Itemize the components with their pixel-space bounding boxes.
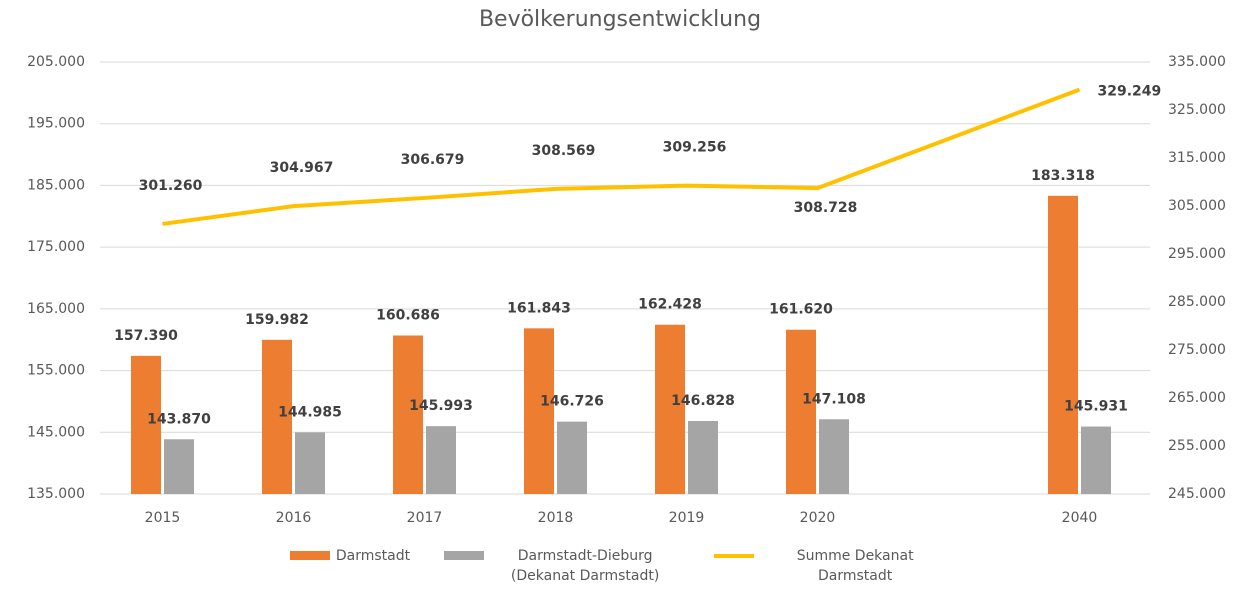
value-label: 146.828 bbox=[671, 393, 735, 409]
y2-tick-label: 245.000 bbox=[1168, 486, 1226, 502]
y2-tick-label: 325.000 bbox=[1168, 102, 1226, 118]
legend-swatch bbox=[714, 554, 755, 558]
chart-title: Bevölkerungsentwicklung bbox=[479, 7, 761, 32]
y-tick-label: 195.000 bbox=[27, 116, 85, 132]
value-label: 145.931 bbox=[1064, 399, 1128, 415]
line-value-label: 306.679 bbox=[401, 152, 465, 168]
bar bbox=[164, 439, 194, 494]
bar bbox=[295, 432, 325, 494]
value-label: 144.985 bbox=[278, 404, 342, 420]
line-value-label: 308.569 bbox=[532, 143, 596, 159]
x-tick-label: 2015 bbox=[145, 510, 181, 526]
legend: Darmstadt Darmstadt-Dieburg (Dekanat Darm… bbox=[0, 546, 1240, 586]
y-tick-label: 205.000 bbox=[27, 54, 85, 70]
value-label: 157.390 bbox=[114, 328, 178, 344]
bar bbox=[557, 421, 587, 494]
line bbox=[162, 87, 1081, 226]
bar bbox=[1081, 426, 1111, 494]
line-value-label: 301.260 bbox=[139, 178, 203, 194]
value-label: 161.843 bbox=[507, 300, 571, 316]
bar bbox=[262, 339, 292, 494]
y2-tick-label: 295.000 bbox=[1168, 246, 1226, 262]
value-label: 145.993 bbox=[409, 398, 473, 414]
y-tick-label: 135.000 bbox=[27, 486, 85, 502]
line-value-label: 329.249 bbox=[1098, 84, 1162, 100]
y-tick-label: 185.000 bbox=[27, 177, 85, 193]
value-label: 162.428 bbox=[638, 297, 702, 313]
bar bbox=[393, 335, 423, 494]
x-tick-label: 2019 bbox=[669, 510, 705, 526]
bar bbox=[655, 324, 685, 494]
line-value-label: 309.256 bbox=[663, 140, 727, 156]
legend-swatch bbox=[289, 551, 330, 560]
y2-tick-label: 275.000 bbox=[1168, 342, 1226, 358]
bar bbox=[426, 426, 456, 494]
value-label: 160.686 bbox=[376, 307, 440, 323]
value-label: 161.620 bbox=[769, 302, 833, 318]
bar bbox=[819, 419, 849, 494]
y2-tick-label: 255.000 bbox=[1168, 438, 1226, 454]
bar bbox=[524, 328, 554, 494]
line-value-label: 304.967 bbox=[270, 160, 334, 176]
y2-tick-label: 315.000 bbox=[1168, 150, 1226, 166]
y2-tick-label: 285.000 bbox=[1168, 294, 1226, 310]
legend-swatch bbox=[444, 551, 485, 560]
legend-label: Darmstadt bbox=[335, 548, 411, 564]
y2-tick-label: 265.000 bbox=[1168, 390, 1226, 406]
y-tick-label: 165.000 bbox=[27, 301, 85, 317]
x-tick-label: 2016 bbox=[276, 510, 312, 526]
line-value-label: 308.728 bbox=[794, 200, 858, 216]
legend-label: Summe Dekanat Darmstadt bbox=[796, 548, 914, 584]
legend-item: Darmstadt bbox=[289, 546, 411, 586]
legend-label: Darmstadt-Dieburg (Dekanat Darmstadt) bbox=[510, 548, 660, 584]
value-label: 143.870 bbox=[147, 411, 211, 427]
y2-tick-label: 335.000 bbox=[1168, 54, 1226, 70]
bar bbox=[688, 421, 718, 494]
bar bbox=[1048, 195, 1078, 495]
y-tick-label: 145.000 bbox=[27, 424, 85, 440]
value-label: 183.318 bbox=[1031, 168, 1095, 184]
y2-tick-label: 305.000 bbox=[1168, 198, 1226, 214]
value-label: 147.108 bbox=[802, 391, 866, 407]
x-tick-label: 2020 bbox=[800, 510, 836, 526]
bar bbox=[786, 329, 816, 494]
bar bbox=[131, 355, 161, 494]
y-tick-label: 155.000 bbox=[27, 363, 85, 379]
x-tick-label: 2018 bbox=[538, 510, 574, 526]
x-tick-label: 2040 bbox=[1062, 510, 1098, 526]
y-tick-label: 175.000 bbox=[27, 239, 85, 255]
chart: Bevölkerungsentwicklung 135.000 145.000 15… bbox=[27, 7, 1226, 526]
value-label: 146.726 bbox=[540, 394, 604, 410]
legend-item: Darmstadt-Dieburg (Dekanat Darmstadt) bbox=[444, 546, 680, 586]
x-tick-label: 2017 bbox=[407, 510, 443, 526]
legend-item: Summe Dekanat Darmstadt bbox=[714, 546, 950, 586]
value-label: 159.982 bbox=[245, 312, 309, 328]
